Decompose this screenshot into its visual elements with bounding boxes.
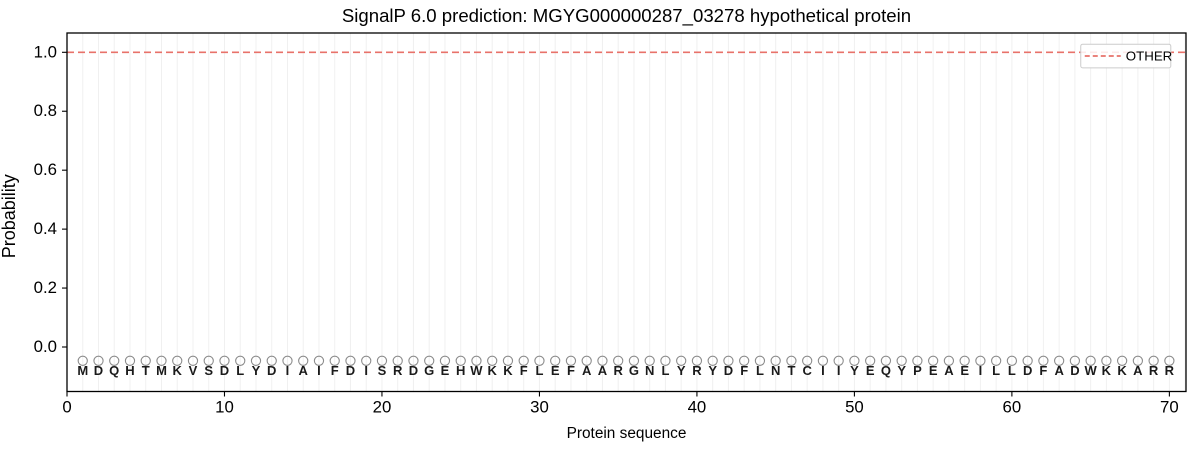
svg-text:40: 40 bbox=[688, 398, 707, 417]
svg-text:V: V bbox=[189, 363, 198, 378]
svg-text:N: N bbox=[771, 363, 780, 378]
svg-text:A: A bbox=[1054, 363, 1064, 378]
svg-text:M: M bbox=[156, 363, 167, 378]
svg-text:1.0: 1.0 bbox=[34, 42, 57, 61]
svg-text:L: L bbox=[1008, 363, 1016, 378]
svg-text:D: D bbox=[724, 363, 733, 378]
svg-text:Y: Y bbox=[708, 363, 717, 378]
svg-text:Y: Y bbox=[850, 363, 859, 378]
svg-text:I: I bbox=[364, 363, 368, 378]
svg-text:F: F bbox=[567, 363, 575, 378]
svg-text:K: K bbox=[1102, 363, 1112, 378]
svg-text:K: K bbox=[1117, 363, 1127, 378]
svg-text:30: 30 bbox=[530, 398, 549, 417]
svg-text:E: E bbox=[551, 363, 560, 378]
svg-text:F: F bbox=[740, 363, 748, 378]
svg-text:E: E bbox=[441, 363, 450, 378]
svg-text:D: D bbox=[1023, 363, 1032, 378]
svg-text:A: A bbox=[944, 363, 954, 378]
svg-text:0.8: 0.8 bbox=[34, 101, 57, 120]
svg-text:60: 60 bbox=[1003, 398, 1022, 417]
svg-text:W: W bbox=[470, 363, 483, 378]
svg-text:A: A bbox=[582, 363, 592, 378]
svg-text:K: K bbox=[488, 363, 498, 378]
svg-text:A: A bbox=[299, 363, 309, 378]
svg-text:D: D bbox=[220, 363, 229, 378]
svg-text:S: S bbox=[204, 363, 213, 378]
svg-text:OTHER: OTHER bbox=[1126, 49, 1173, 64]
svg-text:M: M bbox=[77, 363, 88, 378]
svg-text:H: H bbox=[125, 363, 134, 378]
svg-text:R: R bbox=[692, 363, 702, 378]
svg-text:20: 20 bbox=[373, 398, 392, 417]
svg-text:G: G bbox=[629, 363, 639, 378]
svg-text:R: R bbox=[613, 363, 623, 378]
svg-text:D: D bbox=[409, 363, 418, 378]
svg-text:L: L bbox=[756, 363, 764, 378]
svg-text:A: A bbox=[1133, 363, 1143, 378]
svg-text:I: I bbox=[317, 363, 321, 378]
svg-text:K: K bbox=[173, 363, 183, 378]
svg-text:0: 0 bbox=[62, 398, 71, 417]
svg-text:50: 50 bbox=[845, 398, 864, 417]
svg-text:N: N bbox=[645, 363, 654, 378]
svg-text:Y: Y bbox=[677, 363, 686, 378]
svg-text:L: L bbox=[992, 363, 1000, 378]
svg-text:I: I bbox=[837, 363, 841, 378]
svg-text:T: T bbox=[787, 363, 795, 378]
svg-text:I: I bbox=[979, 363, 983, 378]
svg-text:R: R bbox=[1149, 363, 1159, 378]
svg-text:F: F bbox=[1039, 363, 1047, 378]
svg-text:70: 70 bbox=[1160, 398, 1179, 417]
svg-text:D: D bbox=[94, 363, 103, 378]
svg-text:K: K bbox=[503, 363, 513, 378]
svg-text:E: E bbox=[929, 363, 938, 378]
svg-text:S: S bbox=[378, 363, 387, 378]
svg-text:Probability: Probability bbox=[0, 174, 19, 258]
svg-text:R: R bbox=[393, 363, 403, 378]
svg-text:D: D bbox=[1070, 363, 1079, 378]
svg-text:H: H bbox=[456, 363, 465, 378]
svg-text:F: F bbox=[331, 363, 339, 378]
svg-text:I: I bbox=[286, 363, 290, 378]
svg-text:P: P bbox=[913, 363, 922, 378]
svg-text:0.6: 0.6 bbox=[34, 160, 57, 179]
svg-text:Y: Y bbox=[897, 363, 906, 378]
svg-text:D: D bbox=[346, 363, 355, 378]
svg-text:E: E bbox=[960, 363, 969, 378]
svg-text:L: L bbox=[535, 363, 543, 378]
svg-text:0.4: 0.4 bbox=[34, 219, 57, 238]
svg-text:Y: Y bbox=[252, 363, 261, 378]
svg-text:R: R bbox=[1165, 363, 1175, 378]
svg-text:E: E bbox=[866, 363, 875, 378]
svg-text:F: F bbox=[520, 363, 528, 378]
svg-text:I: I bbox=[821, 363, 825, 378]
svg-text:Q: Q bbox=[881, 363, 891, 378]
svg-text:0.0: 0.0 bbox=[34, 337, 57, 356]
svg-text:Q: Q bbox=[109, 363, 119, 378]
svg-text:L: L bbox=[236, 363, 244, 378]
svg-text:Protein sequence: Protein sequence bbox=[567, 425, 687, 442]
svg-text:C: C bbox=[802, 363, 812, 378]
svg-text:10: 10 bbox=[215, 398, 234, 417]
svg-text:T: T bbox=[142, 363, 150, 378]
svg-text:L: L bbox=[661, 363, 669, 378]
svg-text:A: A bbox=[598, 363, 608, 378]
svg-text:D: D bbox=[267, 363, 276, 378]
svg-text:0.2: 0.2 bbox=[34, 278, 57, 297]
svg-text:W: W bbox=[1084, 363, 1097, 378]
svg-text:SignalP 6.0 prediction: MGYG00: SignalP 6.0 prediction: MGYG000000287_03… bbox=[342, 5, 911, 27]
svg-text:G: G bbox=[424, 363, 434, 378]
